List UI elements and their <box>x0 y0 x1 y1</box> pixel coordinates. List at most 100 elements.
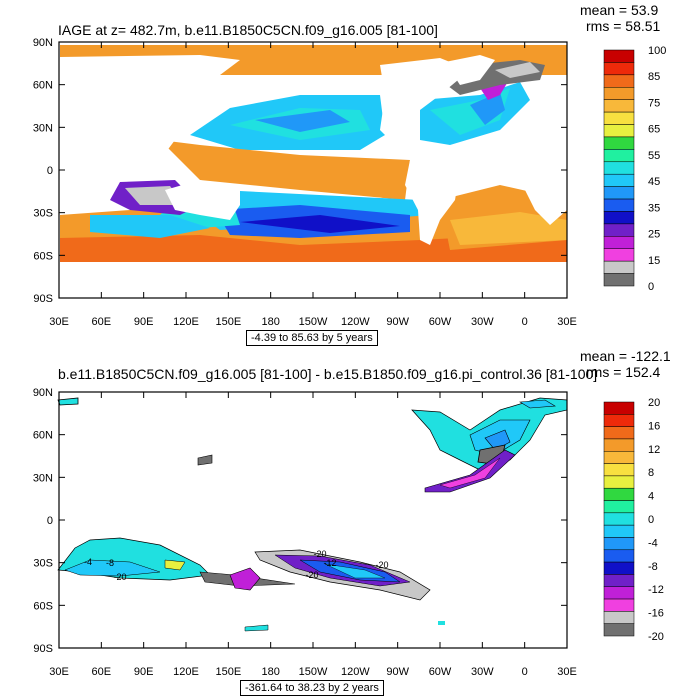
top-colorbar-swatch <box>603 124 635 138</box>
top-x-tick-label: 30E <box>49 316 69 328</box>
bottom-range-box: -361.64 to 38.23 by 2 years <box>240 680 384 696</box>
bottom-colorbar-swatch <box>603 512 635 526</box>
bottom-colorbar-swatch <box>603 549 635 563</box>
bottom-colorbar-swatch <box>603 451 635 464</box>
bottom-colorbar-label: 0 <box>648 514 654 526</box>
bottom-x-tick-label: 90E <box>134 666 154 678</box>
contour-label: -20 <box>375 560 388 570</box>
contour-label: -20 <box>313 549 326 559</box>
contour-label: -4 <box>84 557 92 567</box>
bottom-y-tick-label: 90N <box>33 387 53 399</box>
top-y-axis: 90N 60N 30N 0 30S 60S 90S <box>33 37 567 305</box>
top-x-tick-label: 30W <box>471 316 494 328</box>
bottom-x-tick-label: 30E <box>49 666 69 678</box>
top-x-tick-label: 30E <box>557 316 577 328</box>
bottom-colorbar-label: 12 <box>648 444 660 456</box>
top-colorbar-swatch <box>603 223 635 237</box>
bottom-colorbar-label: -4 <box>648 537 658 549</box>
bottom-colorbar-label: 20 <box>648 397 660 409</box>
top-colorbar-swatch <box>603 273 635 287</box>
contour-label: -20 <box>305 570 318 580</box>
top-y-tick-label: 90N <box>33 37 53 49</box>
bottom-colorbar-swatch <box>603 524 635 538</box>
top-mean-stat: mean = 53.9 <box>580 2 659 18</box>
top-x-tick-label: 0 <box>522 316 528 328</box>
bottom-colorbar-swatch <box>603 586 635 600</box>
bottom-colorbar-label: 8 <box>648 467 654 479</box>
top-ocean-field <box>60 45 567 262</box>
top-colorbar-swatch <box>603 260 635 274</box>
top-colorbar-label: 55 <box>648 150 660 162</box>
bottom-colorbar-label: 4 <box>648 491 654 503</box>
top-colorbar-swatch <box>603 87 635 100</box>
bottom-x-tick-label: 0 <box>522 666 528 678</box>
bottom-x-tick-label: 90W <box>386 666 409 678</box>
bottom-colorbar-swatch <box>603 463 635 477</box>
top-y-tick-label: 90S <box>33 293 53 305</box>
top-land-masses <box>60 55 567 298</box>
bottom-colorbar-swatch <box>603 500 635 514</box>
top-colorbar-swatch <box>603 136 635 150</box>
bottom-y-tick-label: 30S <box>33 558 53 570</box>
top-colorbar-label: 0 <box>648 281 654 293</box>
top-colorbar-label: 45 <box>648 176 660 188</box>
bottom-rms-stat: rms = 152.4 <box>586 364 661 380</box>
bottom-colorbar-swatch <box>603 561 635 575</box>
bottom-x-tick-label: 120W <box>341 666 370 678</box>
bottom-colorbar-swatch <box>603 438 635 452</box>
bottom-x-tick-label: 30E <box>557 666 577 678</box>
top-colorbar-swatch <box>603 198 635 212</box>
top-colorbar-swatch <box>603 149 635 163</box>
bottom-x-tick-label: 150E <box>215 666 241 678</box>
top-colorbar-swatch <box>603 173 635 187</box>
bottom-x-tick-label: 60W <box>429 666 452 678</box>
top-x-tick-label: 150E <box>215 316 241 328</box>
bottom-colorbar-swatch <box>603 487 635 501</box>
top-colorbar-label: 100 <box>648 45 666 57</box>
bottom-colorbar-swatch <box>603 598 635 612</box>
bottom-colorbar: 20 16 12 8 4 0 -4 -8 -12 -16 -20 <box>603 397 664 643</box>
top-y-tick-label: 0 <box>47 165 53 177</box>
top-colorbar: 100 85 75 65 55 45 35 25 15 0 <box>603 45 666 293</box>
bottom-colorbar-label: -8 <box>648 561 658 573</box>
top-x-tick-label: 90E <box>134 316 154 328</box>
top-colorbar-label: 85 <box>648 71 660 83</box>
bottom-x-tick-label: 60E <box>92 666 112 678</box>
contour-label: -8 <box>106 558 114 568</box>
bottom-colorbar-swatch <box>603 574 635 587</box>
top-colorbar-swatch <box>603 99 635 113</box>
top-x-tick-label: 60E <box>92 316 112 328</box>
top-colorbar-swatch <box>603 248 635 262</box>
bottom-colorbar-swatch <box>603 426 635 440</box>
top-x-tick-label: 120E <box>173 316 199 328</box>
bottom-map-svg: -20-20-20-20-4 -8 -12 90N60N30N030S60S90S … <box>33 387 664 678</box>
top-colorbar-label: 15 <box>648 255 660 267</box>
top-colorbar-swatch <box>603 74 635 88</box>
top-colorbar-swatch <box>603 211 635 225</box>
bottom-colorbar-label: -16 <box>648 608 664 620</box>
top-x-tick-label: 60W <box>429 316 452 328</box>
top-x-tick-label: 120W <box>341 316 370 328</box>
bottom-y-tick-label: 90S <box>33 643 53 655</box>
top-y-tick-label: 30S <box>33 208 53 220</box>
bottom-x-axis: 30E 60E 90E 120E 150E 180 150W 120W 90W 60W 30W 0 30… <box>49 392 577 678</box>
bottom-colorbar-swatch <box>603 623 635 637</box>
bottom-colorbar-swatch <box>603 475 635 489</box>
bottom-mean-stat: mean = -122.1 <box>580 348 671 364</box>
top-rms-stat: rms = 58.51 <box>586 18 661 34</box>
top-x-axis: 30E 60E 90E 120E 150E 180 150W 120W 90W 60W 30W 0 30… <box>49 42 577 328</box>
top-colorbar-swatch <box>603 236 635 249</box>
top-map-title: IAGE at z= 482.7m, b.e11.B1850C5CN.f09_g… <box>58 22 438 38</box>
top-colorbar-swatch <box>603 111 635 125</box>
bottom-map-title: b.e11.B1850C5CN.f09_g16.005 [81-100] - b… <box>58 366 598 382</box>
top-map-panel: 90N 60N 30N 0 30S 60S 90S 30E 60E 90E 120E 150E 180… <box>33 2 666 346</box>
top-colorbar-label: 25 <box>648 229 660 241</box>
contour-label: -12 <box>323 558 336 568</box>
bottom-contour-labels: -20 -20 -20 -20 -4 -8 -12 <box>84 549 389 582</box>
bottom-y-tick-label: 60N <box>33 430 53 442</box>
top-colorbar-label: 65 <box>648 124 660 136</box>
bottom-y-tick-label: 60S <box>33 600 53 612</box>
bottom-x-tick-label: 120E <box>173 666 199 678</box>
bottom-y-axis: 90N 60N 30N 0 30S 60S 90S <box>33 387 567 655</box>
top-range-box: -4.39 to 85.63 by 5 years <box>246 330 378 346</box>
